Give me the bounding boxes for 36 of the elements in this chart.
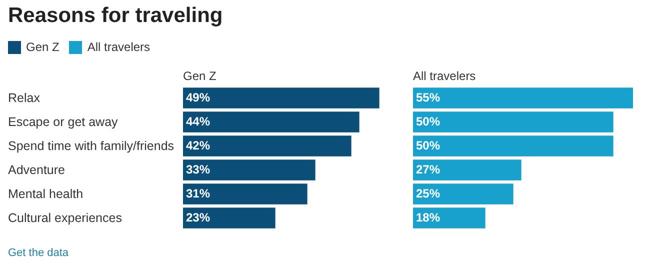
- y-tick-label: Cultural experiences: [8, 210, 122, 227]
- y-tick-label: Adventure: [8, 162, 65, 179]
- bar: [413, 160, 522, 180]
- text: Get the data: [8, 247, 69, 259]
- data-label: 49%: [186, 90, 210, 104]
- bar: [413, 88, 633, 108]
- chart-title: Reasons for traveling: [8, 4, 223, 28]
- bar: [183, 112, 360, 132]
- data-label: 50%: [416, 114, 440, 128]
- y-tick-label: Mental health: [8, 186, 84, 203]
- y-tick-label: Escape or get away: [8, 114, 118, 131]
- bar: [183, 184, 308, 204]
- data-label: 23%: [186, 210, 210, 224]
- y-tick-label: Relax: [8, 90, 40, 107]
- bar: [183, 136, 352, 156]
- data-label: 25%: [416, 186, 440, 200]
- data-label: 33%: [186, 162, 210, 176]
- legend-label: Gen Z: [26, 40, 60, 54]
- data-label: 18%: [416, 210, 440, 224]
- text: Gen Z: [183, 69, 216, 83]
- bar: [183, 88, 380, 108]
- bar: [413, 136, 614, 156]
- y-tick-label: Spend time with family/friends: [8, 138, 174, 155]
- legend-label: All travelers: [87, 40, 150, 54]
- bar: [413, 112, 614, 132]
- bar: [413, 184, 514, 204]
- text: All travelers: [413, 69, 476, 83]
- data-label: 50%: [416, 138, 440, 152]
- data-label: 44%: [186, 114, 210, 128]
- data-label: 31%: [186, 186, 210, 200]
- data-label: 55%: [416, 90, 440, 104]
- data-label: 27%: [416, 162, 440, 176]
- bar: [183, 208, 276, 228]
- bar: [183, 160, 316, 180]
- data-label: 42%: [186, 138, 210, 152]
- bar: [413, 208, 486, 228]
